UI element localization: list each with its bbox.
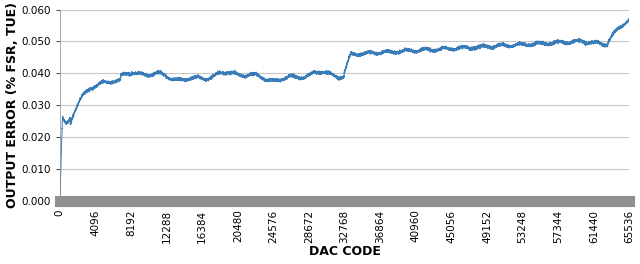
X-axis label: DAC CODE: DAC CODE [308,246,381,258]
Y-axis label: OUTPUT ERROR (% FSR, TUE): OUTPUT ERROR (% FSR, TUE) [6,2,19,208]
